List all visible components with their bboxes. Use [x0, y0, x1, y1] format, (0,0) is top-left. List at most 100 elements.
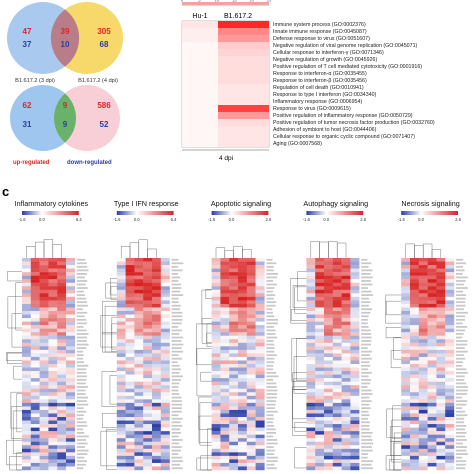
- heatmap-cell: [410, 409, 419, 414]
- heatmap-cell: [57, 321, 67, 326]
- heatmap-gene-label: [171, 417, 183, 420]
- heatmap-cell: [160, 374, 170, 379]
- go-cell-b1617: [218, 70, 269, 77]
- heatmap-gene-label: [76, 262, 87, 265]
- heatmap-cell: [238, 332, 247, 336]
- heatmap-gene-label: [456, 453, 468, 455]
- heatmap-gene-label: [266, 407, 275, 410]
- heatmap-gene-label: [266, 265, 274, 268]
- heatmap-gene-label: [266, 371, 277, 374]
- go-x-label: 4 dpi: [219, 155, 233, 162]
- heatmap-cell: [39, 367, 49, 372]
- heatmap-cell: [160, 356, 170, 361]
- heatmap-cell: [315, 395, 325, 400]
- heatmap-cell: [220, 395, 230, 400]
- heatmap-title: Autophagy signaling: [303, 199, 368, 208]
- heatmap-cell: [436, 420, 446, 425]
- venn-top-left-up: 47: [23, 27, 32, 36]
- heatmap-cell: [436, 406, 446, 411]
- heatmap-cell: [160, 360, 170, 365]
- heatmap-cell: [255, 296, 265, 301]
- heatmap-cell: [116, 374, 126, 379]
- heatmap-cell: [48, 286, 58, 290]
- panel-c-label: c: [2, 184, 9, 199]
- heatmap-cell: [418, 289, 428, 294]
- heatmap-cell: [315, 311, 325, 315]
- venn-top-overlap-up: 39: [61, 27, 70, 36]
- heatmap-gene-label: [266, 333, 276, 335]
- heatmap-gene-label: [361, 453, 368, 455]
- heatmap-cell: [220, 406, 230, 411]
- heatmap-cell: [152, 360, 161, 365]
- heatmap-cell: [66, 371, 75, 375]
- heatmap-gene-label: [76, 287, 88, 289]
- heatmap-cell: [143, 374, 153, 379]
- heatmap-gene-label: [266, 368, 274, 371]
- heatmap-cell: [427, 409, 437, 414]
- heatmap-cell: [238, 392, 247, 396]
- heatmap-cell: [220, 371, 230, 375]
- heatmap-cell: [350, 431, 360, 435]
- heatmap-cell: [350, 325, 360, 329]
- heatmap-gene-label: [76, 340, 87, 342]
- heatmap-cell: [229, 286, 239, 290]
- heatmap-cell: [238, 367, 247, 372]
- heatmap-cell: [436, 445, 446, 449]
- heatmap-col-dendrogram: [129, 242, 139, 258]
- heatmap-gene-label: [171, 297, 179, 300]
- heatmap-cell: [427, 374, 437, 379]
- heatmap-cell: [160, 346, 170, 351]
- heatmap-cell: [229, 462, 239, 467]
- heatmap-cell: [30, 311, 40, 315]
- heatmap-cell: [116, 311, 126, 315]
- heatmap-cell: [125, 371, 135, 375]
- heatmap-cell: [324, 332, 333, 336]
- heatmap-cell: [66, 431, 75, 435]
- heatmap-cell: [255, 374, 265, 379]
- heatmap-cell: [315, 314, 325, 319]
- heatmap-gene-label: [171, 460, 184, 463]
- heatmap-cell: [315, 466, 325, 471]
- heatmap-cell: [324, 265, 333, 269]
- heatmap-cell: [246, 367, 256, 372]
- heatmap-cell: [134, 296, 144, 301]
- heatmap-cell: [238, 371, 247, 375]
- heatmap-cell: [39, 328, 49, 333]
- heatmap-cell: [341, 427, 351, 432]
- heatmap-cell: [134, 395, 144, 400]
- heatmap-cell: [427, 258, 437, 262]
- heatmap-cell: [134, 282, 144, 287]
- heatmap-cell: [255, 282, 265, 287]
- heatmap-cell: [211, 448, 221, 453]
- heatmap-cell: [125, 385, 135, 389]
- heatmap-cell: [160, 303, 170, 308]
- heatmap-cell: [332, 311, 342, 315]
- heatmap-cell: [410, 466, 419, 471]
- heatmap-cell: [30, 353, 40, 358]
- heatmap-cell: [401, 367, 411, 372]
- heatmap-cell: [48, 346, 58, 351]
- heatmap-cell: [143, 346, 153, 351]
- heatmap-cell: [332, 279, 342, 283]
- heatmap-cell: [48, 258, 58, 262]
- heatmap-cell: [436, 367, 446, 372]
- heatmap-cell: [116, 409, 126, 414]
- heatmap-cell: [229, 431, 239, 435]
- heatmap-cell: [116, 360, 126, 365]
- heatmap-cell: [401, 261, 411, 266]
- heatmap-gene-label: [76, 318, 87, 321]
- heatmap-cell: [324, 427, 333, 432]
- heatmap-cell: [134, 424, 144, 428]
- heatmap-cell: [66, 448, 75, 453]
- heatmap-cell: [418, 371, 428, 375]
- heatmap-cell: [332, 325, 342, 329]
- heatmap-gene-label: [76, 322, 87, 325]
- heatmap-cell: [410, 413, 419, 418]
- heatmap-cell: [116, 303, 126, 308]
- heatmap-colorbar: [306, 211, 364, 215]
- heatmap-cell: [350, 374, 360, 379]
- heatmap-gene-label: [456, 290, 463, 293]
- heatmap-cell: [152, 438, 161, 442]
- heatmap-cell: [22, 272, 31, 276]
- heatmap-gene-label: [266, 396, 277, 399]
